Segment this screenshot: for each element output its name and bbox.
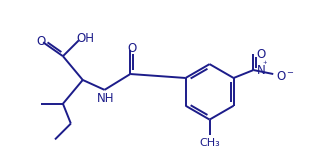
- Text: O: O: [256, 48, 266, 61]
- Text: $^+$: $^+$: [261, 60, 268, 69]
- Text: N: N: [256, 64, 265, 77]
- Text: CH₃: CH₃: [199, 138, 220, 148]
- Text: O$^-$: O$^-$: [276, 69, 295, 83]
- Text: NH: NH: [97, 92, 114, 105]
- Text: OH: OH: [77, 32, 95, 45]
- Text: O: O: [128, 42, 137, 55]
- Text: O: O: [37, 35, 46, 48]
